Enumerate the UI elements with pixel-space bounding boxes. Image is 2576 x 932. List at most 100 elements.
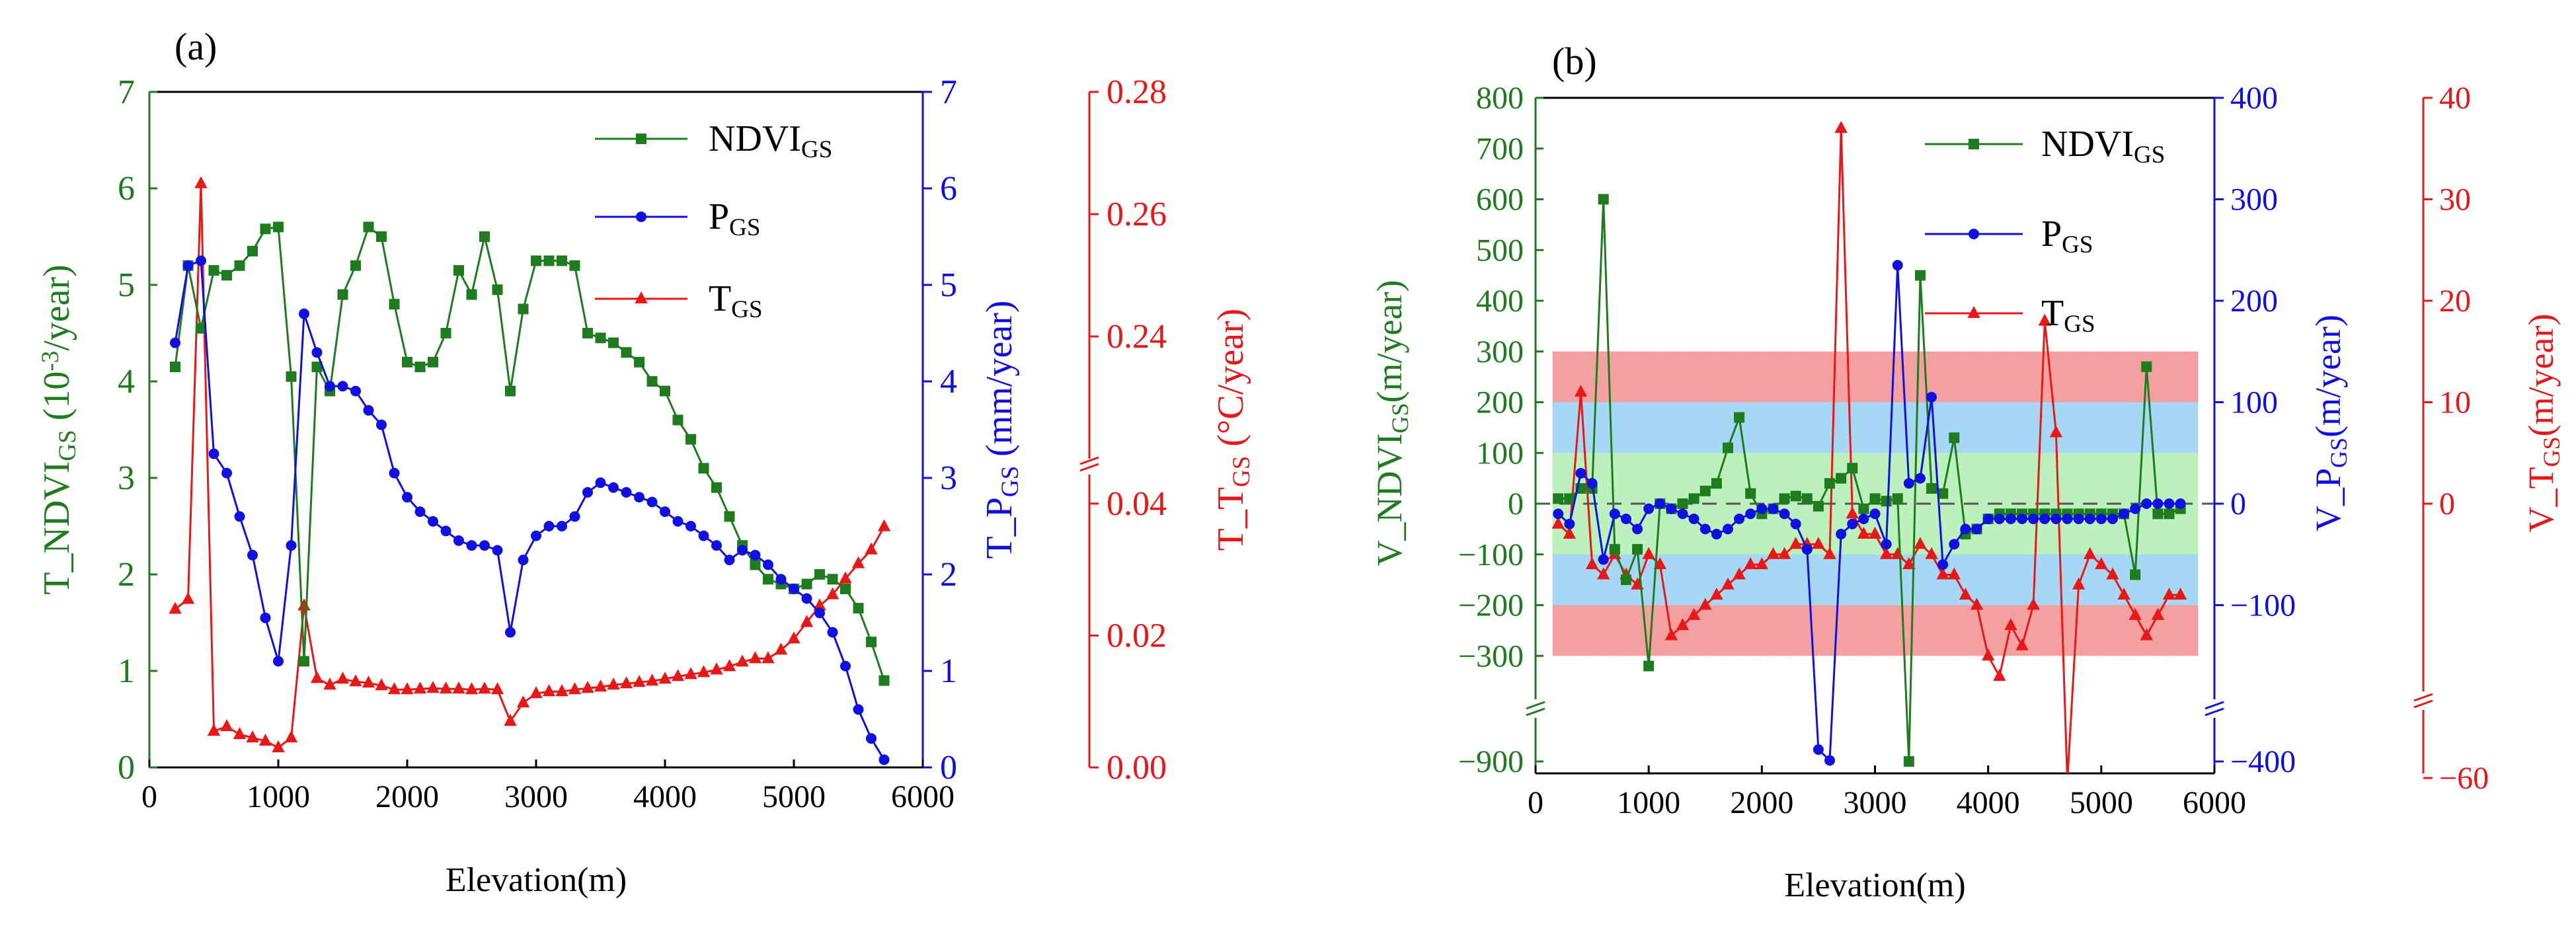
ndvi-gs-point	[1553, 493, 1564, 504]
right-p-tick-label: 6	[940, 170, 957, 208]
p-gs-point	[518, 555, 529, 566]
t-gs-point	[671, 669, 685, 681]
left-tick-label: 6	[118, 170, 135, 208]
p-gs-point	[1564, 518, 1575, 529]
t-gs-point	[336, 672, 350, 684]
panel-a-chart: 0 1000 2000 3000 4000 5000 6000 Elevation(m) 0 1 2…	[36, 25, 1255, 899]
p-gs-point	[247, 549, 258, 561]
left-tick-label: 2	[118, 556, 135, 594]
right-p-tick-label: 5	[940, 266, 957, 304]
x-axis-title: Elevation(m)	[446, 861, 627, 899]
ndvi-gs-point	[1598, 194, 1609, 205]
t-gs-point	[2117, 588, 2130, 600]
legend-entry-ndvi: NDVIGS	[595, 118, 832, 163]
right-p-tick-label: 7	[940, 73, 957, 111]
t-gs-series	[169, 176, 891, 753]
right-t-tick-label: 0.04	[1107, 485, 1167, 523]
ndvi-gs-point	[1564, 493, 1575, 504]
ndvi-gs-point	[2152, 508, 2164, 520]
t-gs-point	[633, 675, 646, 687]
left-axis-break	[1526, 701, 1545, 717]
left-tick-label: 4	[118, 363, 135, 401]
p-gs-point	[440, 525, 451, 537]
ndvi-gs-point	[286, 371, 297, 382]
ndvi-gs-point	[582, 328, 593, 338]
ndvi-gs-point	[453, 265, 464, 276]
right-p-axis-break	[2205, 701, 2224, 717]
band-column	[2095, 453, 2108, 555]
t-gs-point	[800, 615, 814, 627]
t-gs-point	[851, 556, 865, 568]
ndvi-gs-point	[750, 559, 761, 570]
band-column	[1620, 453, 1633, 555]
ndvi-gs-point	[1779, 493, 1790, 504]
t-gs-point	[1777, 547, 1791, 559]
t-gs-point	[1789, 537, 1803, 549]
p-gs-point	[1949, 539, 1960, 550]
p-gs-point	[2028, 514, 2039, 525]
p-gs-point	[2073, 514, 2084, 525]
p-gs-point	[1768, 503, 1779, 514]
p-gs-point	[428, 516, 438, 527]
p-gs-point	[685, 521, 696, 531]
t-gs-point	[2140, 628, 2153, 641]
ndvi-gs-point	[492, 284, 503, 295]
p-gs-point	[878, 754, 890, 765]
left-tick-label: 3	[118, 459, 135, 497]
right-t-axis-break	[1079, 456, 1099, 472]
p-gs-point	[505, 627, 516, 638]
p-gs-point	[1722, 524, 1733, 535]
p-gs-point	[453, 535, 464, 546]
left-tick-label: 700	[1476, 132, 1524, 167]
ndvi-gs-point	[208, 265, 219, 276]
p-gs-point	[1745, 508, 1756, 520]
ndvi-gs-line	[174, 225, 885, 681]
t-gs-point	[1744, 557, 1757, 570]
x-tick-label: 5000	[2070, 785, 2133, 820]
ndvi-gs-point	[1869, 493, 1881, 504]
t-gs-point	[452, 681, 465, 694]
band-column	[1598, 453, 1610, 555]
ndvi-gs-point	[1722, 442, 1733, 453]
right-p-axis-title: V_PGS(m/year)	[2308, 315, 2352, 531]
ndvi-gs-point	[634, 356, 644, 368]
x-tick-label: 6000	[891, 779, 955, 814]
p-gs-point	[1858, 514, 1869, 525]
t-gs-point	[542, 684, 556, 697]
legend-entry-ndvi: NDVIGS	[1925, 124, 2165, 169]
right-p-tick-label: 300	[2230, 182, 2278, 217]
ndvi-gs-point	[1914, 270, 1926, 281]
p-gs-point	[2164, 498, 2175, 509]
band-column	[2005, 453, 2017, 555]
p-gs-point	[1971, 524, 1982, 535]
p-gs-point	[2119, 508, 2130, 520]
ndvi-gs-point	[1790, 490, 1801, 502]
p-gs-point	[1903, 478, 1914, 489]
p-gs-point	[325, 381, 335, 392]
ndvi-gs-point	[685, 434, 696, 445]
t-gs-point	[1755, 557, 1768, 570]
x-tick-label: 5000	[762, 779, 826, 814]
p-gs-point	[1553, 508, 1564, 520]
t-gs-point	[1970, 598, 1984, 610]
legend-label: NDVIGS	[709, 118, 832, 163]
p-gs-point	[608, 482, 619, 493]
ndvi-gs-point	[1609, 544, 1620, 555]
ndvi-gs-point	[608, 337, 619, 348]
p-gs-point	[789, 583, 799, 594]
left-tick-label: 7	[118, 73, 135, 111]
legend-entry-t: TGS	[1925, 293, 2095, 338]
t-gs-point	[220, 719, 233, 732]
t-gs-point	[1676, 618, 1690, 631]
t-gs-point	[1823, 547, 1836, 559]
x-tick-label: 4000	[633, 779, 697, 814]
t-gs-point	[413, 681, 427, 694]
ndvi-gs-point	[2164, 508, 2175, 520]
band-column	[1903, 453, 1916, 555]
ndvi-gs-point	[1699, 485, 1711, 496]
ndvi-gs-point	[273, 221, 284, 233]
p-gs-point	[1643, 503, 1655, 514]
t-gs-point	[619, 676, 633, 689]
t-gs-point	[246, 730, 259, 743]
p-gs-point	[299, 308, 309, 319]
